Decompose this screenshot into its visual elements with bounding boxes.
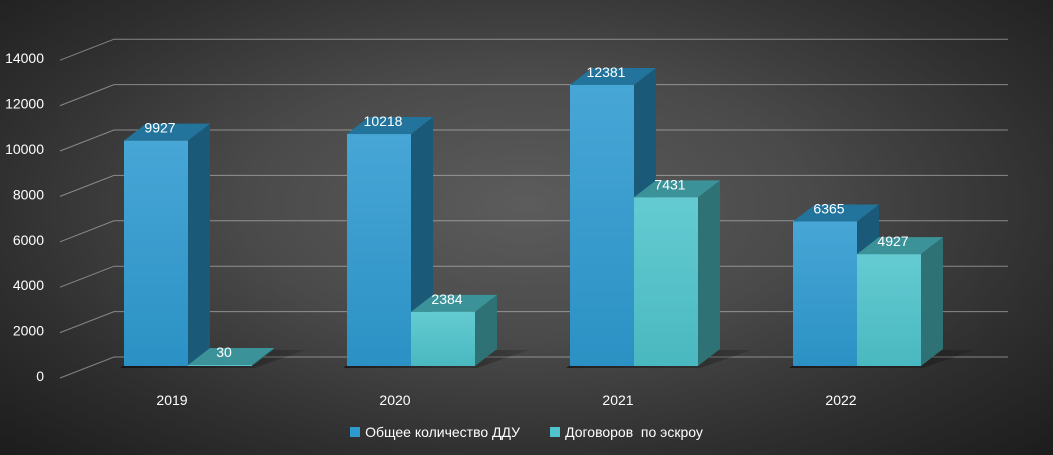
gridline xyxy=(59,84,1008,107)
bar-top xyxy=(793,204,879,222)
gridline xyxy=(59,38,1008,61)
bar-side xyxy=(475,294,497,366)
bar-top xyxy=(634,180,720,198)
data-label: 2384 xyxy=(431,291,462,307)
legend-item-total-ddu: Общее количество ДДУ xyxy=(350,424,520,440)
data-label: 7431 xyxy=(654,176,685,192)
data-label: 12381 xyxy=(587,64,626,80)
legend: Общее количество ДДУ Договоров по эскроу xyxy=(0,424,1053,440)
bar xyxy=(124,140,188,366)
x-tick-label: 2021 xyxy=(602,392,633,408)
y-tick-label: 4000 xyxy=(13,277,44,293)
y-tick-label: 6000 xyxy=(13,232,44,248)
data-label: 9927 xyxy=(144,120,175,136)
data-label: 4927 xyxy=(877,233,908,249)
bar-top xyxy=(857,237,943,255)
bar xyxy=(857,254,921,366)
bar xyxy=(347,134,411,366)
bar xyxy=(634,197,698,366)
x-tick-label: 2019 xyxy=(156,392,187,408)
bar xyxy=(188,365,252,366)
y-tick-label: 12000 xyxy=(5,96,44,112)
legend-swatch-escrow xyxy=(550,427,561,437)
gridline xyxy=(59,129,1008,152)
bar xyxy=(411,311,475,366)
bar-top xyxy=(411,294,497,312)
x-tick-label: 2022 xyxy=(825,392,856,408)
bar-side xyxy=(188,123,210,366)
legend-swatch-total-ddu xyxy=(350,427,361,437)
legend-label-escrow: Договоров по эскроу xyxy=(565,424,703,440)
legend-label-total-ddu: Общее количество ДДУ xyxy=(365,424,521,440)
bar-top xyxy=(570,67,656,85)
y-tick-label: 0 xyxy=(36,368,44,384)
bar-side xyxy=(921,237,943,366)
bar-side xyxy=(252,348,274,366)
y-tick-label: 10000 xyxy=(5,141,44,157)
legend-item-escrow: Договоров по эскроу xyxy=(550,424,703,440)
data-label: 10218 xyxy=(364,113,403,129)
bar xyxy=(793,221,857,366)
y-tick-label: 14000 xyxy=(5,50,44,66)
y-tick-label: 2000 xyxy=(13,323,44,339)
bar-side xyxy=(698,180,720,366)
data-label: 30 xyxy=(216,344,232,360)
bar-top xyxy=(124,123,210,141)
gridline xyxy=(59,174,1008,197)
x-tick-label: 2020 xyxy=(379,392,410,408)
y-tick-label: 8000 xyxy=(13,186,44,202)
bar xyxy=(570,84,634,367)
bar-top xyxy=(347,117,433,135)
data-label: 6365 xyxy=(813,201,844,217)
bar-top xyxy=(188,348,274,365)
